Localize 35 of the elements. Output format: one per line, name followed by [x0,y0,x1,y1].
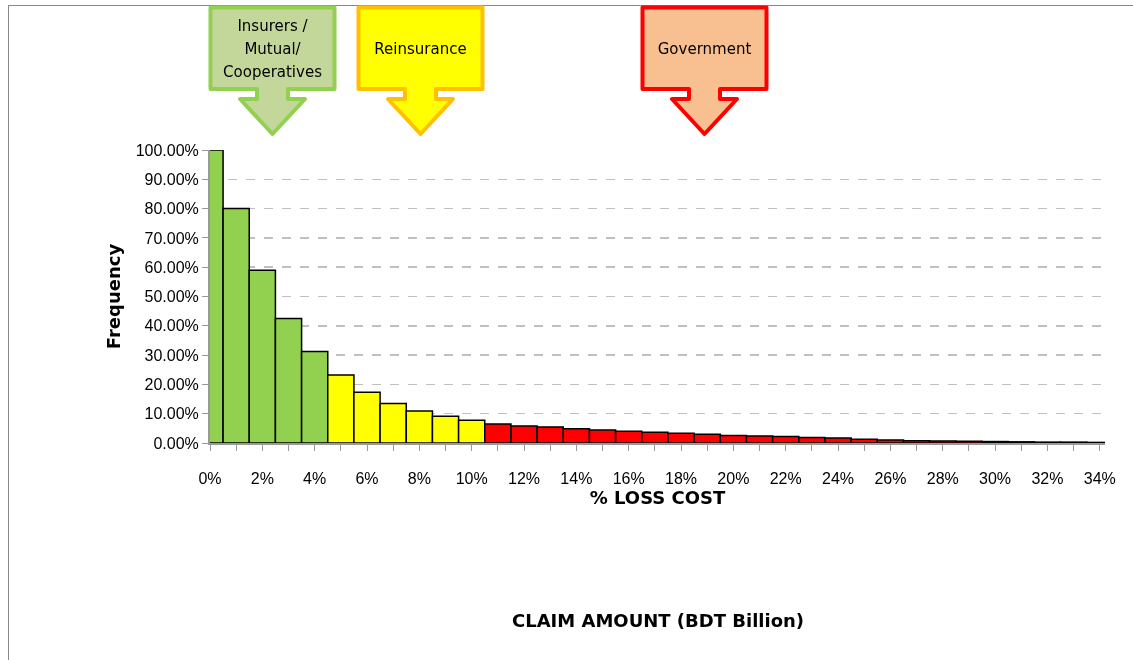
y-tick-label: 50.00% [144,288,199,306]
x-tick-label: 10% [455,470,488,488]
x-tick-label: 16% [612,470,645,488]
y-tick-label: 80.00% [144,200,199,218]
x-tick-label: 4% [303,470,327,488]
y-tick-label: 10.00% [144,405,199,423]
y-tick-label: 0.00% [153,434,199,452]
text: CLAIM AMOUNT (BDT Billion) [512,610,805,631]
x-tick-label: 32% [1031,470,1064,488]
callout-arrow: Insurers / Mutual/ Cooperatives [208,5,337,137]
x-tick-label: 24% [822,470,855,488]
x-tick-label: 22% [769,470,802,488]
x-tick-label: 26% [874,470,907,488]
y-tick-label: 60.00% [144,258,199,276]
y-tick-label: 20.00% [144,376,199,393]
y-tick-label: 100.00% [135,141,199,159]
x-tick-label: 34% [1083,470,1116,488]
y-tick-label: 30.00% [144,346,199,364]
x-tick-label: 2% [250,470,274,488]
y-tick-label: 40.00% [144,317,199,335]
x-tick-label: 8% [407,470,431,488]
y-axis-title: Frequency [103,243,125,350]
x-tick-label: 20% [717,470,750,488]
x-tick-label: 18% [665,470,698,488]
x-tick-label: 12% [508,470,541,488]
x-tick-label: 28% [926,470,959,488]
x-tick-label: 0% [198,470,222,488]
x-tick-label: 14% [560,470,593,488]
callout-arrow: Reinsurance [356,5,485,137]
y-tick-label: 90.00% [144,170,199,188]
callout-arrow: Government [640,5,769,137]
x-tick-label: 30% [979,470,1012,488]
x-axis-title: % LOSS COST [589,487,726,509]
x-tick-label: 6% [355,470,379,488]
y-tick-label: 70.00% [144,229,199,247]
